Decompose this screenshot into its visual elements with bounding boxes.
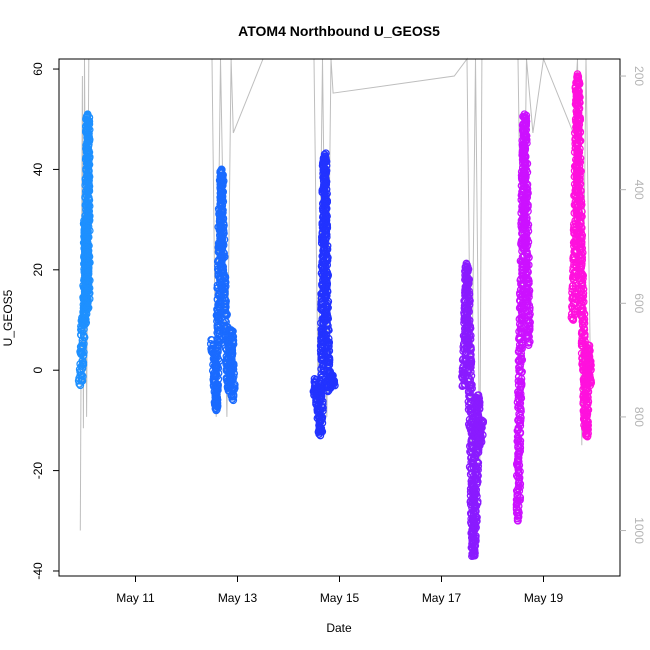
data-point <box>322 327 331 336</box>
y2-tick-label: 800 <box>632 407 646 427</box>
data-point <box>464 397 473 406</box>
y2-tick-label: 1000 <box>632 517 646 544</box>
data-point <box>317 395 326 403</box>
data-point <box>230 380 239 389</box>
data-point <box>78 360 87 369</box>
data-point <box>229 396 238 405</box>
data-point <box>83 229 91 238</box>
y-tick-label: -20 <box>31 462 45 480</box>
data-point <box>466 380 475 389</box>
chart-title: ATOM4 Northbound U_GEOS5 <box>238 23 440 39</box>
data-point <box>467 345 475 354</box>
data-point <box>216 206 225 215</box>
data-point <box>461 268 470 276</box>
data-point <box>218 255 227 264</box>
x-tick-label: May 13 <box>218 591 258 605</box>
y2-tick-label: 600 <box>632 293 646 313</box>
data-point <box>213 405 221 414</box>
y-tick-label: 60 <box>31 62 45 76</box>
data-point <box>466 388 474 397</box>
flight-series <box>74 110 94 390</box>
data-point <box>220 285 229 293</box>
y2-axis: 200 400 600 800 1000 <box>620 66 646 544</box>
data-point <box>77 331 85 339</box>
data-point <box>310 375 319 383</box>
y-axis-label: U_GEOS5 <box>1 289 15 346</box>
flight-series <box>567 70 596 441</box>
data-point <box>219 286 228 294</box>
data-point <box>322 149 330 158</box>
data-point <box>78 364 87 373</box>
data-point <box>229 392 238 401</box>
data-point <box>82 187 90 196</box>
data-point <box>329 378 337 386</box>
data-point <box>83 162 92 171</box>
data-point <box>466 360 475 369</box>
y-tick-label: 0 <box>31 367 45 374</box>
data-point <box>221 299 230 307</box>
plot-frame <box>58 58 621 577</box>
data-point <box>82 306 91 314</box>
y2-tick-label: 400 <box>632 180 646 200</box>
data-points-layer <box>74 70 596 561</box>
y-tick-label: -40 <box>31 562 45 580</box>
data-point <box>228 346 237 355</box>
flight-series <box>512 110 534 525</box>
y-tick-label: 40 <box>31 162 45 176</box>
flight-series <box>206 165 239 415</box>
data-point <box>320 150 329 159</box>
data-point <box>219 262 228 271</box>
x-tick-label: May 15 <box>320 591 360 605</box>
flight-series <box>458 259 488 561</box>
data-point <box>85 207 94 216</box>
data-point <box>330 376 339 385</box>
flight-series <box>309 149 339 440</box>
data-point <box>463 309 471 318</box>
y-tick-label: 20 <box>31 263 45 277</box>
data-point <box>84 194 93 203</box>
x-axis: May 11 May 13 May 15 May 17 May 19 <box>116 576 563 605</box>
x-axis-label: Date <box>326 621 352 635</box>
x-tick-label: May 17 <box>422 591 462 605</box>
pressure-track-layer <box>79 57 591 531</box>
y-axis: -40 -20 0 20 40 60 <box>31 62 59 580</box>
data-point <box>228 387 237 396</box>
data-point <box>229 327 237 336</box>
data-point <box>227 353 236 362</box>
x-tick-label: May 19 <box>524 591 564 605</box>
x-tick-label: May 11 <box>116 591 155 605</box>
data-point <box>214 267 223 275</box>
y2-tick-label: 200 <box>632 66 646 86</box>
pressure-track-line <box>79 57 591 531</box>
data-point <box>84 296 92 304</box>
data-point <box>329 381 337 390</box>
